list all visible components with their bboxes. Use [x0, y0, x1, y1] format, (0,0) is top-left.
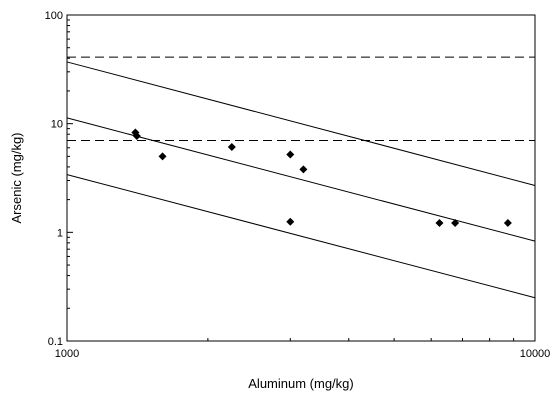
data-point	[299, 165, 308, 174]
data-point	[435, 218, 444, 227]
fit-lines	[66, 61, 536, 299]
y-tick-label: 100	[45, 10, 63, 22]
data-points	[131, 128, 512, 227]
x-axis-label: Aluminum (mg/kg)	[248, 376, 353, 391]
x-tick-label: 1000	[55, 348, 79, 360]
data-point	[286, 150, 295, 159]
y-tick-label: 1	[57, 227, 63, 239]
fit-line	[66, 117, 536, 242]
data-point	[158, 152, 167, 161]
y-tick-label: 0.1	[48, 336, 63, 348]
plot-area-frame	[66, 14, 536, 342]
data-point	[503, 218, 512, 227]
x-tick-label: 10000	[520, 348, 551, 360]
data-point	[227, 142, 236, 151]
data-point	[132, 132, 141, 141]
y-tick-label: 10	[51, 119, 63, 131]
fit-line	[66, 174, 536, 299]
y-axis-ticks: 0.1 1 10 100	[45, 10, 73, 348]
data-point	[286, 217, 295, 226]
reference-lines	[67, 56, 535, 141]
x-axis-ticks: 1000 10000	[55, 335, 551, 360]
fit-line	[66, 61, 536, 186]
data-point	[451, 218, 460, 227]
y-axis-label: Arsenic (mg/kg)	[9, 132, 24, 223]
